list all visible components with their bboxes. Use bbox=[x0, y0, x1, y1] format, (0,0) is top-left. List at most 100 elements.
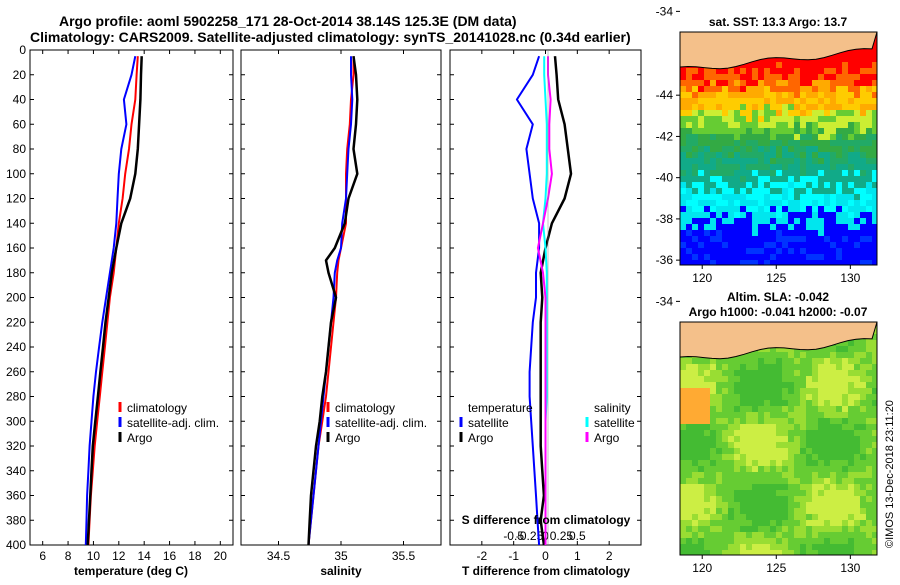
map-cell bbox=[836, 56, 843, 63]
map-cell bbox=[782, 358, 789, 365]
map-cell bbox=[776, 484, 783, 491]
map-cell bbox=[800, 448, 807, 455]
map-cell bbox=[734, 242, 741, 249]
map-cell bbox=[716, 170, 723, 177]
map-cell bbox=[710, 532, 717, 539]
map-cell bbox=[776, 448, 783, 455]
map-cell bbox=[770, 188, 777, 195]
map-cell bbox=[680, 406, 687, 413]
map-cell bbox=[800, 110, 807, 117]
map-cell bbox=[830, 128, 837, 135]
map-cell bbox=[794, 230, 801, 237]
map-cell bbox=[860, 110, 867, 117]
map-cell bbox=[710, 176, 717, 183]
map-cell bbox=[818, 376, 825, 383]
map-cell bbox=[704, 152, 711, 159]
map-cell bbox=[854, 466, 861, 473]
map-cell bbox=[848, 508, 855, 515]
map-cell bbox=[824, 550, 831, 555]
map-cell bbox=[866, 242, 873, 249]
map-cell bbox=[860, 544, 867, 551]
map-cell bbox=[794, 242, 801, 249]
map-cell bbox=[836, 352, 843, 359]
map-cell bbox=[704, 430, 711, 437]
map-cell bbox=[722, 188, 729, 195]
map-cell bbox=[692, 176, 699, 183]
map-cell bbox=[740, 382, 747, 389]
map-cell bbox=[782, 176, 789, 183]
map-cell bbox=[734, 376, 741, 383]
map-cell bbox=[830, 164, 837, 171]
map-cell bbox=[716, 212, 723, 219]
map-cell bbox=[746, 448, 753, 455]
map-cell bbox=[770, 376, 777, 383]
map-cell bbox=[710, 80, 717, 87]
map-cell bbox=[692, 370, 699, 377]
map-cell bbox=[794, 538, 801, 545]
map-cell bbox=[848, 460, 855, 467]
map-cell bbox=[800, 454, 807, 461]
map-cell bbox=[782, 382, 789, 389]
map-cell bbox=[818, 140, 825, 147]
map-cell bbox=[686, 122, 693, 129]
map-cell bbox=[764, 406, 771, 413]
map-cell bbox=[794, 212, 801, 219]
map-cell bbox=[716, 472, 723, 479]
map-cell bbox=[698, 188, 705, 195]
map-cell bbox=[758, 448, 765, 455]
map-cell bbox=[692, 412, 699, 419]
map-cell bbox=[710, 424, 717, 431]
map-cell bbox=[776, 86, 783, 93]
map-cell bbox=[746, 370, 753, 377]
map-cell bbox=[788, 86, 795, 93]
map-cell bbox=[794, 364, 801, 371]
map-cell bbox=[722, 224, 729, 231]
map-cell bbox=[806, 502, 813, 509]
map-cell bbox=[704, 212, 711, 219]
map-cell bbox=[770, 526, 777, 533]
map-cell bbox=[848, 92, 855, 99]
map-cell bbox=[872, 442, 877, 449]
map-cell bbox=[872, 472, 877, 479]
map-cell bbox=[680, 182, 687, 189]
map-cell bbox=[812, 508, 819, 515]
map-cell bbox=[854, 424, 861, 431]
map-cell bbox=[782, 140, 789, 147]
map-cell bbox=[830, 358, 837, 365]
map-cell bbox=[740, 254, 747, 261]
map-cell bbox=[818, 104, 825, 111]
map-cell bbox=[692, 248, 699, 255]
map-cell bbox=[776, 544, 783, 551]
map-cell bbox=[830, 242, 837, 249]
map-cell bbox=[680, 254, 687, 261]
map-cell bbox=[866, 50, 873, 57]
map-cell bbox=[872, 104, 877, 111]
map-cell bbox=[800, 550, 807, 555]
map-cell bbox=[752, 164, 759, 171]
map-cell bbox=[692, 182, 699, 189]
s-tick-label: 0.5 bbox=[569, 529, 586, 543]
map-cell bbox=[752, 418, 759, 425]
map-cell bbox=[818, 122, 825, 129]
map-cell bbox=[830, 140, 837, 147]
map-cell bbox=[854, 248, 861, 255]
map-cell bbox=[680, 532, 687, 539]
map-cell bbox=[728, 242, 735, 249]
map-cell bbox=[860, 388, 867, 395]
map-cell bbox=[716, 376, 723, 383]
map-cell bbox=[860, 406, 867, 413]
map-cell bbox=[842, 164, 849, 171]
map-cell bbox=[806, 86, 813, 93]
map-cell bbox=[848, 352, 855, 359]
map-cell bbox=[740, 74, 747, 81]
map-cell bbox=[686, 248, 693, 255]
map-cell bbox=[866, 460, 873, 467]
map-cell bbox=[764, 56, 771, 63]
map-cell bbox=[806, 146, 813, 153]
map-cell bbox=[698, 104, 705, 111]
map-cell bbox=[692, 478, 699, 485]
map-cell bbox=[848, 224, 855, 231]
map-cell bbox=[848, 200, 855, 207]
map-cell bbox=[848, 80, 855, 87]
map-cell bbox=[854, 376, 861, 383]
